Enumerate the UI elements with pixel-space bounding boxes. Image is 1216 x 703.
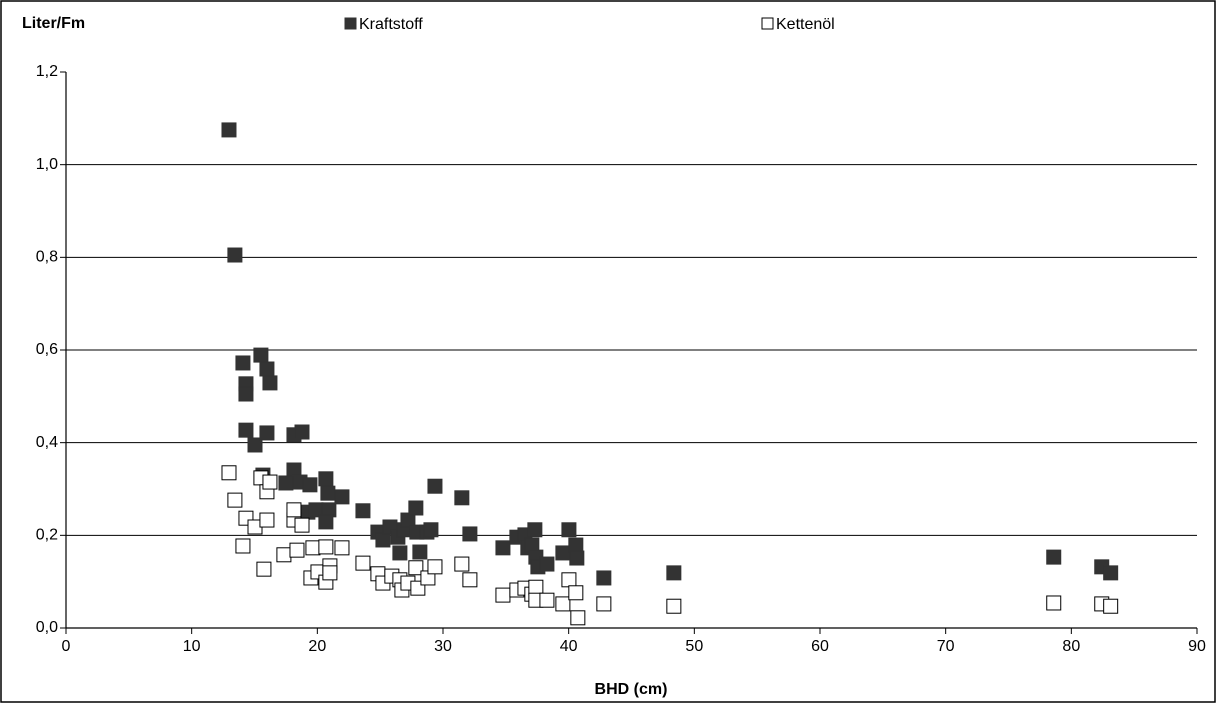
point <box>408 560 424 576</box>
point <box>412 544 428 560</box>
point <box>392 545 408 561</box>
point <box>555 545 571 561</box>
point <box>408 500 424 516</box>
x-tick-label: 40 <box>560 638 578 655</box>
y-tick-label: 1,0 <box>36 156 58 173</box>
point <box>294 517 310 533</box>
point <box>355 503 371 519</box>
point <box>561 572 577 588</box>
point <box>294 424 310 440</box>
x-tick-label: 50 <box>685 638 703 655</box>
point <box>1103 598 1119 614</box>
point <box>305 540 321 556</box>
x-tick-label: 70 <box>937 638 955 655</box>
point <box>539 592 555 608</box>
point <box>320 485 336 501</box>
point <box>528 579 544 595</box>
point <box>227 247 243 263</box>
point <box>355 555 371 571</box>
point <box>454 490 470 506</box>
point <box>400 512 416 528</box>
point <box>1046 595 1062 611</box>
point <box>495 587 511 603</box>
x-axis-title: BHD (cm) <box>595 681 668 698</box>
point <box>276 547 292 563</box>
point <box>596 570 612 586</box>
point <box>666 598 682 614</box>
point <box>278 475 294 491</box>
y-tick-label: 0,2 <box>36 527 58 544</box>
point <box>247 437 263 453</box>
point <box>596 596 612 612</box>
point <box>427 478 443 494</box>
point <box>238 386 254 402</box>
x-tick-label: 30 <box>434 638 452 655</box>
x-tick-label: 60 <box>811 638 829 655</box>
point <box>221 122 237 138</box>
point <box>259 361 275 377</box>
point <box>1103 565 1119 581</box>
point <box>259 425 275 441</box>
point <box>423 522 439 538</box>
y-tick-label: 0,8 <box>36 249 58 266</box>
point <box>286 502 302 518</box>
point <box>568 537 584 553</box>
point <box>318 514 334 530</box>
point <box>318 471 334 487</box>
point <box>322 565 338 581</box>
point <box>221 465 237 481</box>
point <box>262 474 278 490</box>
y-tick-label: 0,6 <box>36 341 58 358</box>
point <box>495 540 511 556</box>
point <box>235 538 251 554</box>
point <box>253 347 269 363</box>
point <box>555 596 571 612</box>
legend-marker <box>761 17 774 30</box>
point <box>570 610 586 626</box>
point <box>302 477 318 493</box>
point <box>334 489 350 505</box>
point <box>568 585 584 601</box>
point <box>289 542 305 558</box>
point <box>1046 549 1062 565</box>
point <box>666 565 682 581</box>
legend-label: Kraftstoff <box>359 16 423 33</box>
point <box>256 561 272 577</box>
y-axis-title: Liter/Fm <box>22 15 85 32</box>
y-tick-label: 0,4 <box>36 434 58 451</box>
point <box>238 422 254 438</box>
y-tick-label: 1,2 <box>36 63 58 80</box>
x-tick-label: 80 <box>1062 638 1080 655</box>
legend-marker <box>344 17 357 30</box>
x-tick-label: 20 <box>308 638 326 655</box>
y-tick-label: 0,0 <box>36 619 58 636</box>
point <box>462 526 478 542</box>
x-tick-label: 0 <box>62 638 71 655</box>
point <box>569 550 585 566</box>
point <box>375 532 391 548</box>
point <box>262 375 278 391</box>
point <box>539 556 555 572</box>
point <box>259 512 275 528</box>
point <box>561 522 577 538</box>
point <box>527 522 543 538</box>
point <box>454 556 470 572</box>
point <box>427 559 443 575</box>
legend-label: Kettenöl <box>776 16 835 33</box>
point <box>227 492 243 508</box>
point <box>334 540 350 556</box>
point <box>462 572 478 588</box>
point <box>235 355 251 371</box>
point <box>318 539 334 555</box>
x-tick-label: 90 <box>1188 638 1206 655</box>
x-tick-label: 10 <box>183 638 201 655</box>
